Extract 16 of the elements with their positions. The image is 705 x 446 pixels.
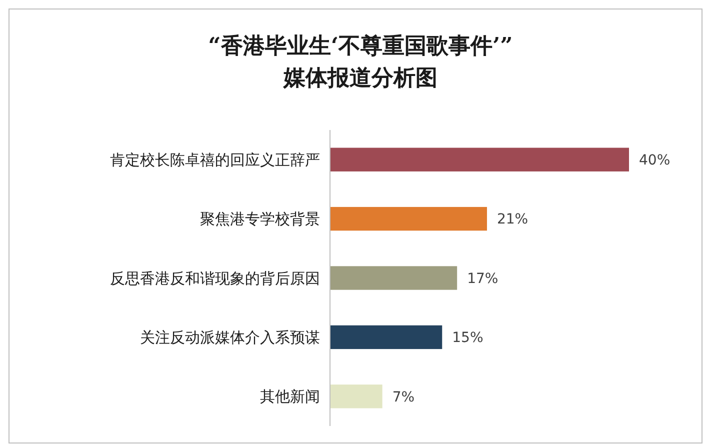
bar bbox=[330, 266, 458, 290]
y-tick-label: 聚焦港专学校背景 bbox=[200, 210, 320, 228]
chart-title: “香港毕业生‘不尊重国歌事件’” 媒体报道分析图 bbox=[208, 33, 513, 91]
data-label: 17% bbox=[467, 270, 498, 287]
y-tick-label: 肯定校长陈卓禧的回应义正辞严 bbox=[110, 150, 320, 169]
bar bbox=[330, 148, 629, 172]
y-tick-label: 关注反动派媒体介入系预谋 bbox=[140, 328, 320, 346]
data-label: 40% bbox=[639, 152, 670, 168]
data-label: 21% bbox=[496, 212, 528, 228]
bar bbox=[330, 384, 382, 408]
bar bbox=[330, 206, 487, 231]
y-tick-label: 反思香港反和谐现象的背后原因 bbox=[110, 269, 320, 288]
data-label: 15% bbox=[452, 330, 484, 346]
bar bbox=[330, 325, 442, 350]
y-tick-label: 其他新闻 bbox=[260, 388, 320, 406]
data-label: 7% bbox=[392, 389, 415, 406]
